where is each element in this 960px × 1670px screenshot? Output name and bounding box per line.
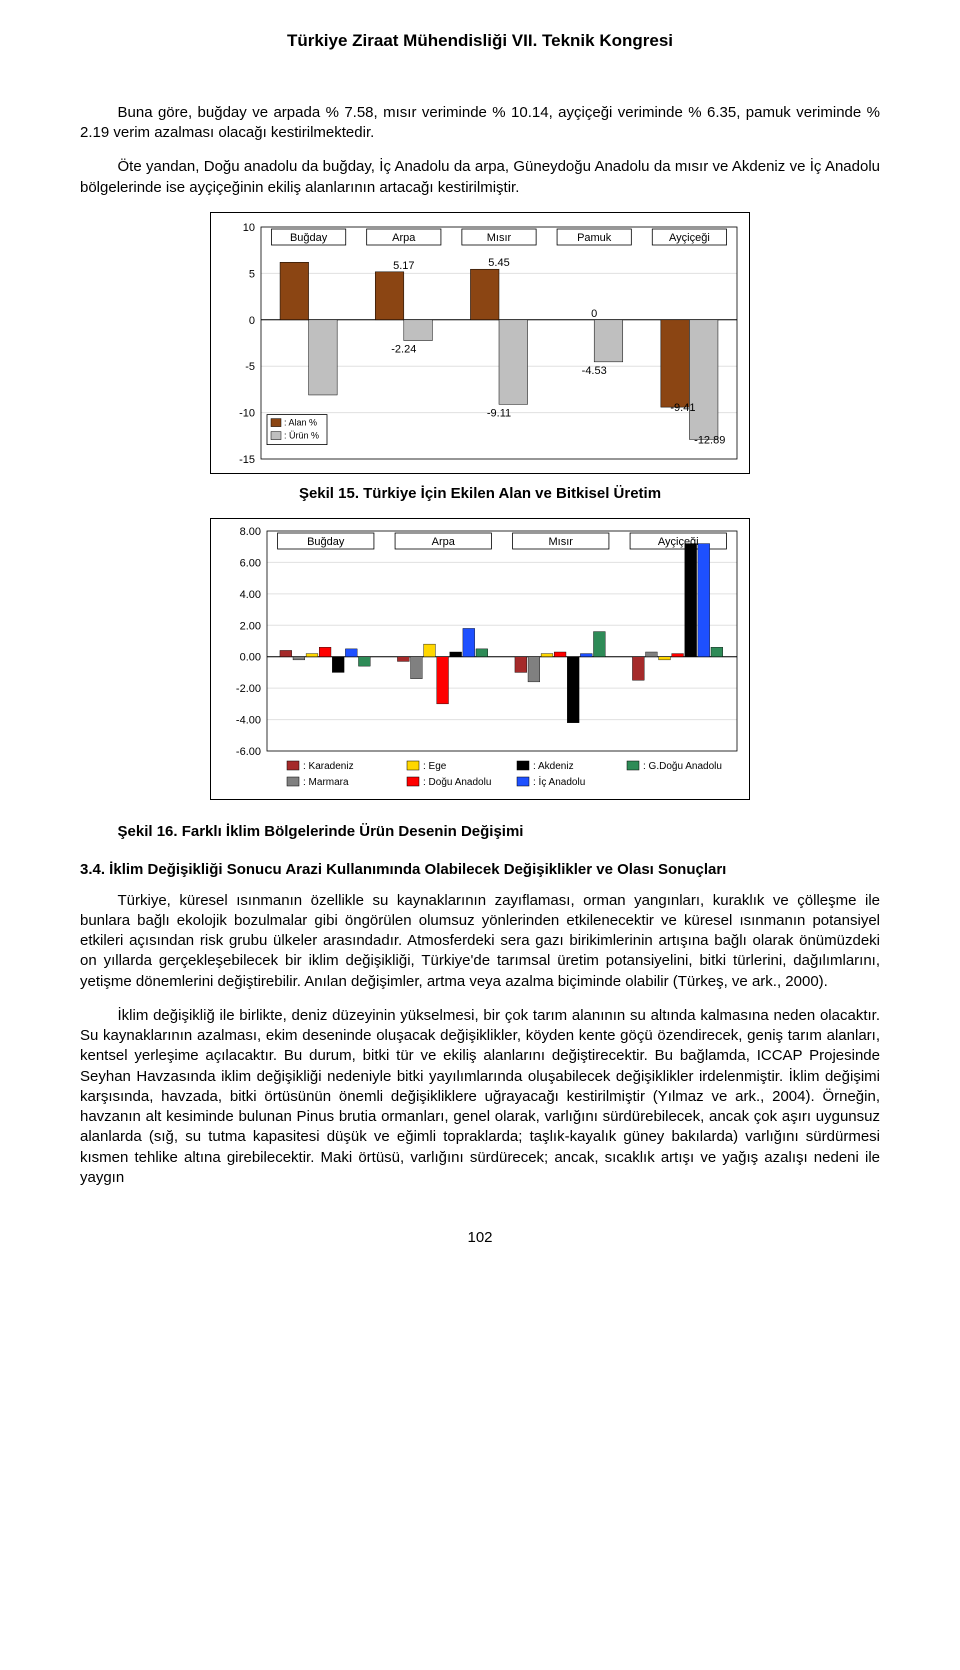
chart-15-svg: -15 -10 -5 0 5 10 Buğday Arpa Mısır Pamuk Ayçiçeği…	[211, 213, 751, 473]
chart-15: -15 -10 -5 0 5 10 Buğday Arpa Mısır Pamuk Ayçiçeği…	[210, 212, 750, 474]
svg-text:2.00: 2.00	[240, 620, 261, 632]
chart-15-caption: Şekil 15. Türkiye İçin Ekilen Alan ve Bi…	[80, 484, 880, 504]
chart-16: -6.00 -4.00 -2.00 0.00 2.00 4.00 6.00 8.00 Buğda…	[210, 518, 750, 800]
chart-16-container: -6.00 -4.00 -2.00 0.00 2.00 4.00 6.00 8.00 Buğda…	[210, 518, 750, 800]
svg-text:: Doğu Anadolu: : Doğu Anadolu	[423, 777, 491, 788]
svg-text:Mısır: Mısır	[549, 536, 574, 548]
svg-text:: Alan %: : Alan %	[284, 418, 317, 428]
svg-text:Arpa: Arpa	[432, 536, 456, 548]
svg-text:5: 5	[249, 268, 255, 280]
svg-text:-9.41: -9.41	[670, 402, 695, 414]
paragraph-4: İklim değişikliğ ile birlikte, deniz düz…	[80, 1006, 880, 1188]
paragraph-3: Türkiye, küresel ısınmanın özellikle su …	[80, 891, 880, 992]
svg-text:-10: -10	[239, 408, 255, 420]
section-heading-3-4: 3.4. İklim Değişikliği Sonucu Arazi Kull…	[80, 860, 880, 880]
svg-text:0: 0	[249, 315, 255, 327]
svg-text:-12.89: -12.89	[694, 434, 725, 446]
svg-text:-6.00: -6.00	[236, 746, 261, 758]
svg-text:5.45: 5.45	[488, 257, 509, 269]
svg-text:6.00: 6.00	[240, 558, 261, 570]
svg-text:Ayçiçeği: Ayçiçeği	[669, 232, 710, 244]
svg-text:-4.53: -4.53	[582, 365, 607, 377]
svg-text:: Ürün %: : Ürün %	[284, 431, 319, 441]
svg-text:Mısır: Mısır	[487, 232, 512, 244]
svg-text:5.17: 5.17	[393, 260, 414, 272]
svg-text:: G.Doğu Anadolu: : G.Doğu Anadolu	[643, 761, 722, 772]
chart-15-container: -15 -10 -5 0 5 10 Buğday Arpa Mısır Pamuk Ayçiçeği…	[210, 212, 750, 474]
svg-text:-2.24: -2.24	[391, 344, 416, 356]
svg-text:Arpa: Arpa	[392, 232, 416, 244]
svg-text:8.00: 8.00	[240, 526, 261, 538]
svg-text:10: 10	[243, 222, 255, 234]
svg-text:Buğday: Buğday	[307, 536, 345, 548]
page-number: 102	[80, 1228, 880, 1248]
svg-text:: İç Anadolu: : İç Anadolu	[533, 775, 585, 788]
paragraph-1: Buna göre, buğday ve arpada % 7.58, mısı…	[80, 103, 880, 144]
svg-text:Buğday: Buğday	[290, 232, 328, 244]
svg-text:: Ege: : Ege	[423, 761, 447, 772]
svg-text:: Karadeniz: : Karadeniz	[303, 761, 354, 772]
page-header: Türkiye Ziraat Mühendisliği VII. Teknik …	[80, 30, 880, 53]
svg-text:Pamuk: Pamuk	[577, 232, 612, 244]
svg-text:-9.11: -9.11	[487, 407, 511, 419]
chart-16-svg: -6.00 -4.00 -2.00 0.00 2.00 4.00 6.00 8.00 Buğda…	[211, 519, 751, 799]
svg-text:4.00: 4.00	[240, 589, 261, 601]
svg-text:-15: -15	[239, 454, 255, 466]
paragraph-2: Öte yandan, Doğu anadolu da buğday, İç A…	[80, 157, 880, 198]
svg-text:-2.00: -2.00	[236, 683, 261, 695]
svg-text:0: 0	[591, 308, 597, 320]
svg-text:-4.00: -4.00	[236, 715, 261, 727]
chart-16-caption: Şekil 16. Farklı İklim Bölgelerinde Ürün…	[80, 822, 880, 842]
svg-text:: Marmara: : Marmara	[303, 777, 349, 788]
svg-text:: Akdeniz: : Akdeniz	[533, 761, 574, 772]
svg-text:0.00: 0.00	[240, 652, 261, 664]
svg-text:-5: -5	[245, 361, 255, 373]
